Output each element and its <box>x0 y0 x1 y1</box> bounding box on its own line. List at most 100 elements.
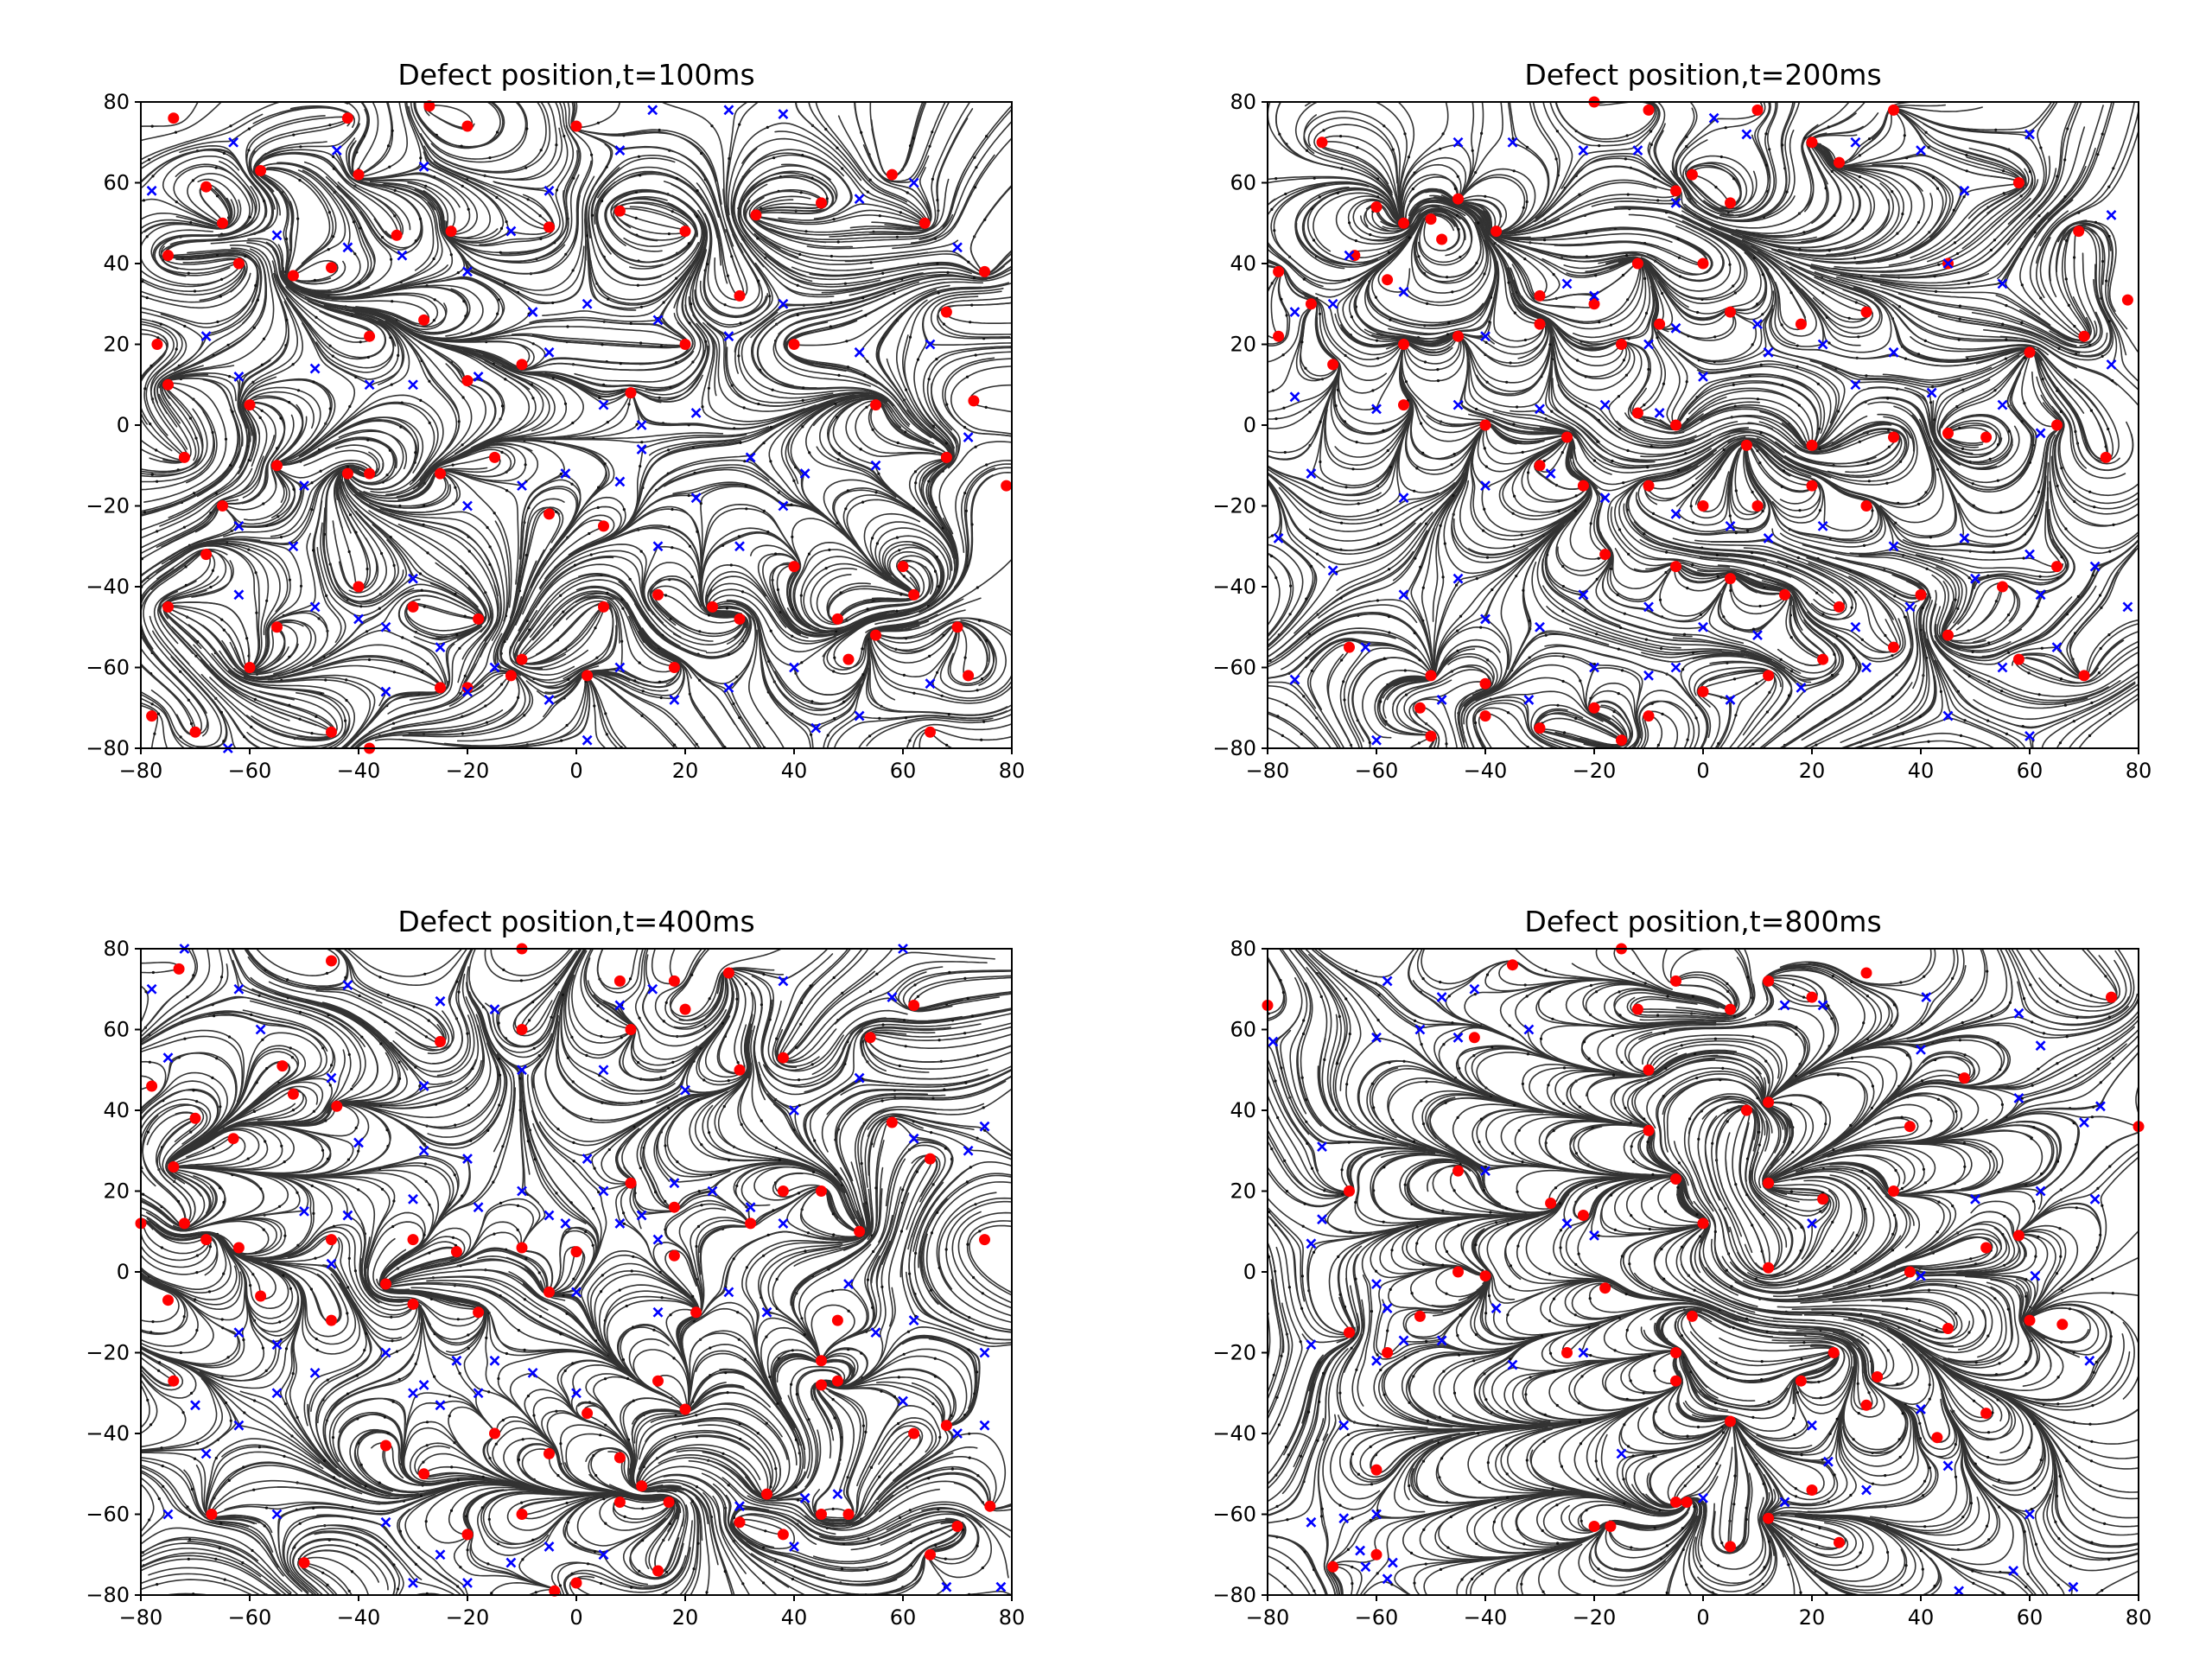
streamline-arrow <box>220 618 224 621</box>
streamline-arrow <box>700 1204 703 1207</box>
streamline <box>1758 640 1858 748</box>
streamline-arrow <box>1507 281 1510 284</box>
streamline-arrow <box>458 1371 461 1375</box>
streamline <box>894 971 1012 1010</box>
streamline <box>675 658 727 748</box>
y-tick-label: −40 <box>86 575 130 599</box>
streamline-arrow <box>1818 427 1821 430</box>
streamline <box>795 102 924 219</box>
streamline-arrow <box>222 740 226 743</box>
streamline <box>906 1271 1012 1341</box>
streamline-arrow <box>1455 213 1459 217</box>
streamline <box>1268 563 1281 627</box>
plus-half-defect-point <box>968 395 980 407</box>
streamline-arrow <box>620 1036 623 1039</box>
streamline-arrow <box>219 710 223 715</box>
streamline-arrow <box>1557 510 1560 513</box>
streamline-arrow <box>735 675 739 678</box>
streamline-arrow <box>448 1414 451 1418</box>
streamline-arrow <box>1627 552 1630 556</box>
plus-half-defect-point <box>423 100 435 112</box>
streamline-arrow <box>358 994 361 997</box>
minus-half-defect-point <box>342 980 353 990</box>
streamline-arrow <box>1789 291 1793 295</box>
streamline-arrow <box>664 1144 667 1147</box>
minus-half-defect-point <box>1997 662 2008 673</box>
plus-half-defect-point <box>1779 588 1790 601</box>
streamline-arrow <box>183 324 187 328</box>
streamline-arrow <box>1453 187 1457 190</box>
streamline-arrow <box>1382 429 1385 432</box>
streamline-arrow <box>1847 316 1851 320</box>
plus-half-defect-point <box>1806 480 1818 492</box>
streamline-arrow <box>331 1436 335 1440</box>
streamline-arrow <box>942 633 945 637</box>
streamline-arrow <box>378 607 381 610</box>
streamline-arrow <box>520 1501 524 1504</box>
streamline-arrow <box>328 124 332 127</box>
streamline-arrow <box>1768 690 1771 694</box>
streamline-arrow <box>253 1399 257 1402</box>
streamline-arrow <box>227 1035 232 1039</box>
streamline-arrow <box>1389 318 1392 321</box>
streamline-arrow <box>791 1577 795 1581</box>
streamline-arrow <box>353 252 357 256</box>
streamline-arrow <box>453 1441 456 1445</box>
streamline-arrow <box>261 1038 264 1041</box>
streamline <box>1465 696 1561 748</box>
streamline <box>2069 545 2139 678</box>
streamline-arrow <box>904 1045 907 1048</box>
streamline-arrow <box>601 1274 604 1277</box>
streamline-arrow <box>874 1186 878 1190</box>
streamline-arrow <box>332 235 335 238</box>
streamline-arrow <box>1681 668 1685 671</box>
streamline-arrow <box>156 336 160 340</box>
streamline-arrow <box>936 199 939 202</box>
streamline-arrow <box>326 1157 329 1160</box>
streamline <box>286 1524 456 1595</box>
streamline-arrow <box>290 1434 294 1438</box>
minus-half-defect-point <box>1850 621 1861 632</box>
streamline-arrow <box>1483 272 1486 276</box>
minus-half-defect-point <box>2122 601 2133 613</box>
streamline-arrow <box>1887 445 1891 448</box>
streamline-arrow <box>743 460 747 463</box>
streamline-arrow <box>2089 409 2093 412</box>
plus-half-defect-point <box>1643 710 1655 722</box>
streamline <box>634 949 728 1047</box>
streamline <box>868 102 971 234</box>
minus-half-defect-point <box>397 250 408 261</box>
streamline-arrow <box>864 314 868 317</box>
streamline-arrow <box>1415 467 1419 470</box>
streamline-arrow <box>739 1437 742 1441</box>
plus-half-defect-point <box>1479 710 1491 722</box>
plus-half-defect-point <box>1725 306 1736 318</box>
streamline-arrow <box>898 1064 901 1068</box>
streamline-arrow <box>289 1287 292 1290</box>
minus-half-defect-point <box>543 694 555 705</box>
streamline-arrow <box>774 1146 778 1149</box>
streamline-arrow <box>390 1315 393 1319</box>
plus-half-defect-point <box>816 1379 827 1391</box>
streamline-arrow <box>1319 420 1322 423</box>
streamline-arrow <box>499 1294 502 1298</box>
streamline-arrow <box>531 397 535 400</box>
streamline-arrow <box>310 1184 314 1187</box>
streamline-arrow <box>1374 296 1377 299</box>
streamline <box>922 1233 1012 1332</box>
plus-half-defect-point <box>777 1052 789 1064</box>
streamline-arrow <box>504 378 507 381</box>
streamline <box>291 1530 404 1595</box>
streamline-arrow <box>1779 658 1783 661</box>
streamline-arrow <box>1662 382 1665 385</box>
plus-half-defect-point <box>1599 549 1611 561</box>
streamline-arrow <box>2020 283 2024 287</box>
streamline-arrow <box>1404 693 1408 696</box>
streamline-arrow <box>1509 361 1512 365</box>
streamline <box>532 949 586 1089</box>
streamline-arrow <box>463 674 467 678</box>
plus-half-defect-point <box>570 1246 582 1258</box>
streamline-arrow <box>927 378 931 381</box>
streamline <box>2025 619 2139 679</box>
streamline-arrow <box>1456 629 1459 632</box>
